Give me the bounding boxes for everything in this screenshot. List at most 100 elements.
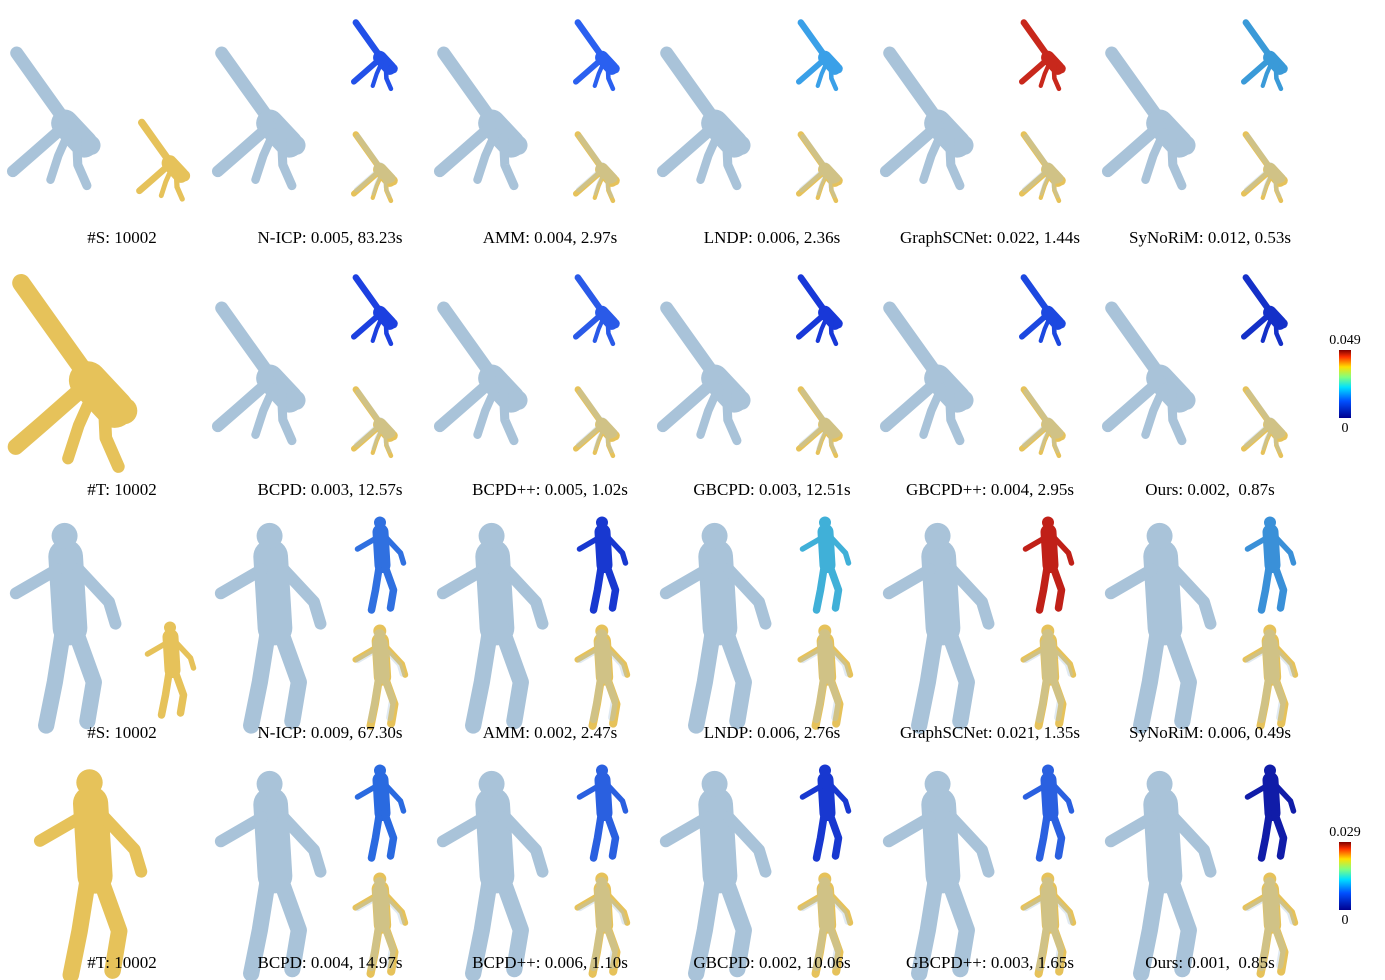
mesh-deformed [443, 771, 543, 974]
mesh-deformed [1111, 523, 1211, 726]
panel: LNDP: 0.006, 2.76s [666, 517, 850, 743]
caption: BCPD++: 0.005, 1.02s [472, 480, 628, 499]
mesh-overlay-tint [1024, 392, 1063, 451]
mesh-deformed [218, 53, 306, 186]
mesh-deformed [1108, 308, 1196, 441]
error-map [799, 23, 843, 89]
panel: N-ICP: 0.005, 83.23s [218, 23, 403, 248]
error-map [576, 23, 620, 89]
mesh-deformed [663, 53, 751, 186]
mesh-deformed [218, 308, 306, 441]
mesh-target-overlay [148, 622, 194, 716]
mesh-deformed [443, 523, 543, 726]
caption: GBCPD++: 0.004, 2.95s [906, 480, 1074, 499]
error-map [803, 517, 849, 611]
panel: GraphSCNet: 0.021, 1.35s [889, 517, 1080, 743]
mesh-deformed [1108, 53, 1196, 186]
caption: GBCPD: 0.003, 12.51s [693, 480, 850, 499]
mesh-overlay-tint [578, 137, 617, 196]
panel: BCPD++: 0.005, 1.02s [440, 278, 628, 500]
mesh-deformed [1111, 771, 1211, 974]
panels: #S: 10002 N-ICP: 0.005, 83.23s AMM: 0.004,… [13, 23, 1361, 976]
mesh-overlay-tint [1246, 137, 1285, 196]
colorbar-min: 0 [1342, 913, 1349, 928]
colorbar-max: 0.049 [1329, 333, 1361, 348]
mesh-overlay-tint [1024, 137, 1063, 196]
caption: LNDP: 0.006, 2.36s [704, 228, 840, 247]
caption: #S: 10002 [87, 723, 156, 742]
caption: GraphSCNet: 0.022, 1.44s [900, 228, 1080, 247]
colorbar: 0.049 0 [1329, 333, 1361, 436]
colorbar-gradient [1339, 350, 1351, 418]
caption: GBCPD: 0.002, 10.06s [693, 953, 850, 972]
error-map [1022, 278, 1066, 344]
error-map [1026, 517, 1072, 611]
panel: SyNoRiM: 0.012, 0.53s [1108, 23, 1291, 248]
colorbar-min: 0 [1342, 421, 1349, 436]
panel: GBCPD++: 0.004, 2.95s [886, 278, 1074, 500]
mesh-overlay-tint [1246, 392, 1285, 451]
caption: #T: 10002 [87, 480, 157, 499]
caption: GBCPD++: 0.003, 1.65s [906, 953, 1074, 972]
mesh-deformed [889, 771, 989, 974]
error-map [799, 278, 843, 344]
mesh-deformed [440, 308, 528, 441]
caption: #S: 10002 [87, 228, 156, 247]
error-map [354, 278, 398, 344]
error-map [1244, 23, 1288, 89]
panel: AMM: 0.002, 2.47s [443, 517, 627, 743]
error-map [1248, 765, 1294, 859]
panel: BCPD: 0.003, 12.57s [218, 278, 403, 500]
mesh-deformed [440, 53, 528, 186]
mesh-overlay-tint [578, 392, 617, 451]
caption: #T: 10002 [87, 953, 157, 972]
caption: N-ICP: 0.009, 67.30s [258, 723, 403, 742]
panel: SyNoRiM: 0.006, 0.49s [1111, 517, 1295, 743]
mesh-overlay-tint [356, 137, 395, 196]
mesh-deformed [889, 523, 989, 726]
error-map [576, 278, 620, 344]
panel: GBCPD: 0.003, 12.51s [663, 278, 851, 500]
panel: #T: 10002 [40, 769, 157, 975]
mesh-deformed [221, 771, 321, 974]
caption: AMM: 0.004, 2.97s [483, 228, 618, 247]
mesh-deformed [886, 308, 974, 441]
mesh-deformed [221, 523, 321, 726]
caption: AMM: 0.002, 2.47s [483, 723, 618, 742]
error-map [1022, 23, 1066, 89]
error-map [1244, 278, 1288, 344]
error-map [1248, 517, 1294, 611]
error-map [358, 517, 404, 611]
error-map [1026, 765, 1072, 859]
colorbar: 0.029 0 [1329, 825, 1361, 928]
panel: BCPD: 0.004, 14.97s [221, 765, 405, 974]
mesh-overlay-tint [801, 392, 840, 451]
colorbar-max: 0.029 [1329, 825, 1361, 840]
mesh-large [13, 53, 101, 186]
caption: BCPD++: 0.006, 1.10s [472, 953, 628, 972]
caption: Ours: 0.001, 0.85s [1145, 953, 1274, 972]
mesh-large [40, 769, 141, 975]
panel: N-ICP: 0.009, 67.30s [221, 517, 405, 743]
mesh-large [16, 523, 116, 726]
panel: GraphSCNet: 0.022, 1.44s [886, 23, 1080, 248]
panel: #S: 10002 [13, 53, 190, 247]
mesh-overlay-tint [801, 137, 840, 196]
panel: #S: 10002 [16, 523, 194, 742]
panel: AMM: 0.004, 2.97s [440, 23, 620, 248]
caption: Ours: 0.002, 0.87s [1145, 480, 1274, 499]
panel: GBCPD: 0.002, 10.06s [666, 765, 851, 974]
caption: BCPD: 0.003, 12.57s [258, 480, 403, 499]
figure: #S: 10002 N-ICP: 0.005, 83.23s AMM: 0.004,… [0, 0, 1385, 980]
caption: BCPD: 0.004, 14.97s [258, 953, 403, 972]
mesh-deformed [666, 771, 766, 974]
mesh-target-overlay [140, 123, 191, 200]
error-map [354, 23, 398, 89]
error-map [803, 765, 849, 859]
caption: SyNoRiM: 0.006, 0.49s [1129, 723, 1291, 742]
error-map [580, 765, 626, 859]
error-map [358, 765, 404, 859]
caption: SyNoRiM: 0.012, 0.53s [1129, 228, 1291, 247]
colorbar-gradient [1339, 842, 1351, 910]
caption: LNDP: 0.006, 2.76s [704, 723, 840, 742]
